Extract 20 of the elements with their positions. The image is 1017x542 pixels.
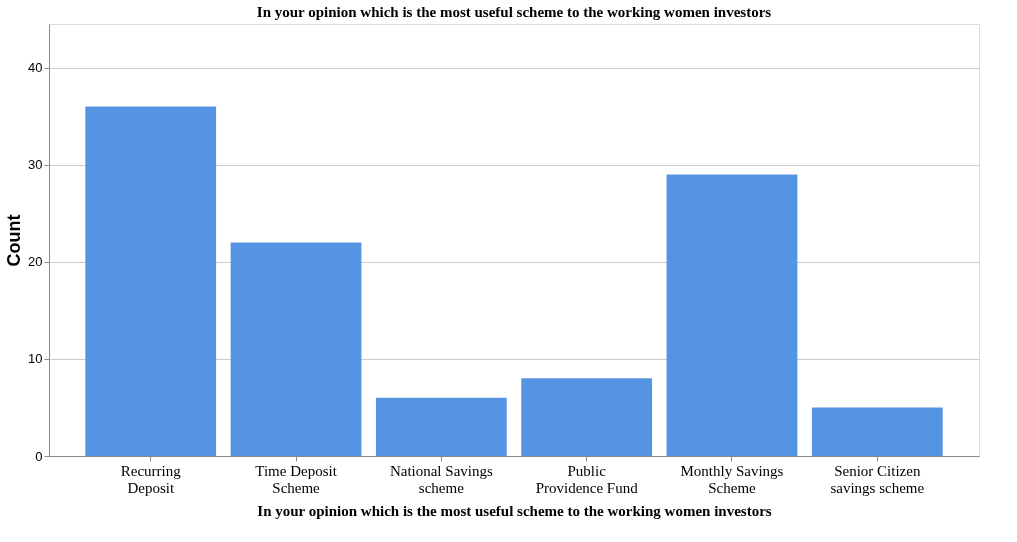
x-tick-label: Monthly Savings Scheme [680,462,784,496]
y-tick-label: 10 [28,351,43,367]
x-tick-label: Senior Citizen savings scheme [830,462,925,496]
bar [666,174,798,456]
bar [811,407,943,456]
bar [85,106,217,456]
bar [375,397,507,456]
x-tick-label: Time Deposit Scheme [255,462,338,496]
y-tick-label: 30 [28,157,43,173]
x-tick-label: Public Providence Fund [535,462,639,496]
y-axis-title: Count [4,214,25,267]
x-tick-label: Recurring Deposit [120,462,182,496]
chart-title: In your opinion which is the most useful scheme to the working women investors [256,4,772,20]
y-tick-label: 40 [28,60,43,76]
x-axis-title: In your opinion which is the most useful scheme to the working women investors [257,502,772,519]
bar [230,242,362,456]
y-tick-label: 20 [28,254,43,270]
x-tick-label: National Savings scheme [389,462,493,496]
bar [521,378,653,456]
y-tick-label: 0 [35,448,43,464]
